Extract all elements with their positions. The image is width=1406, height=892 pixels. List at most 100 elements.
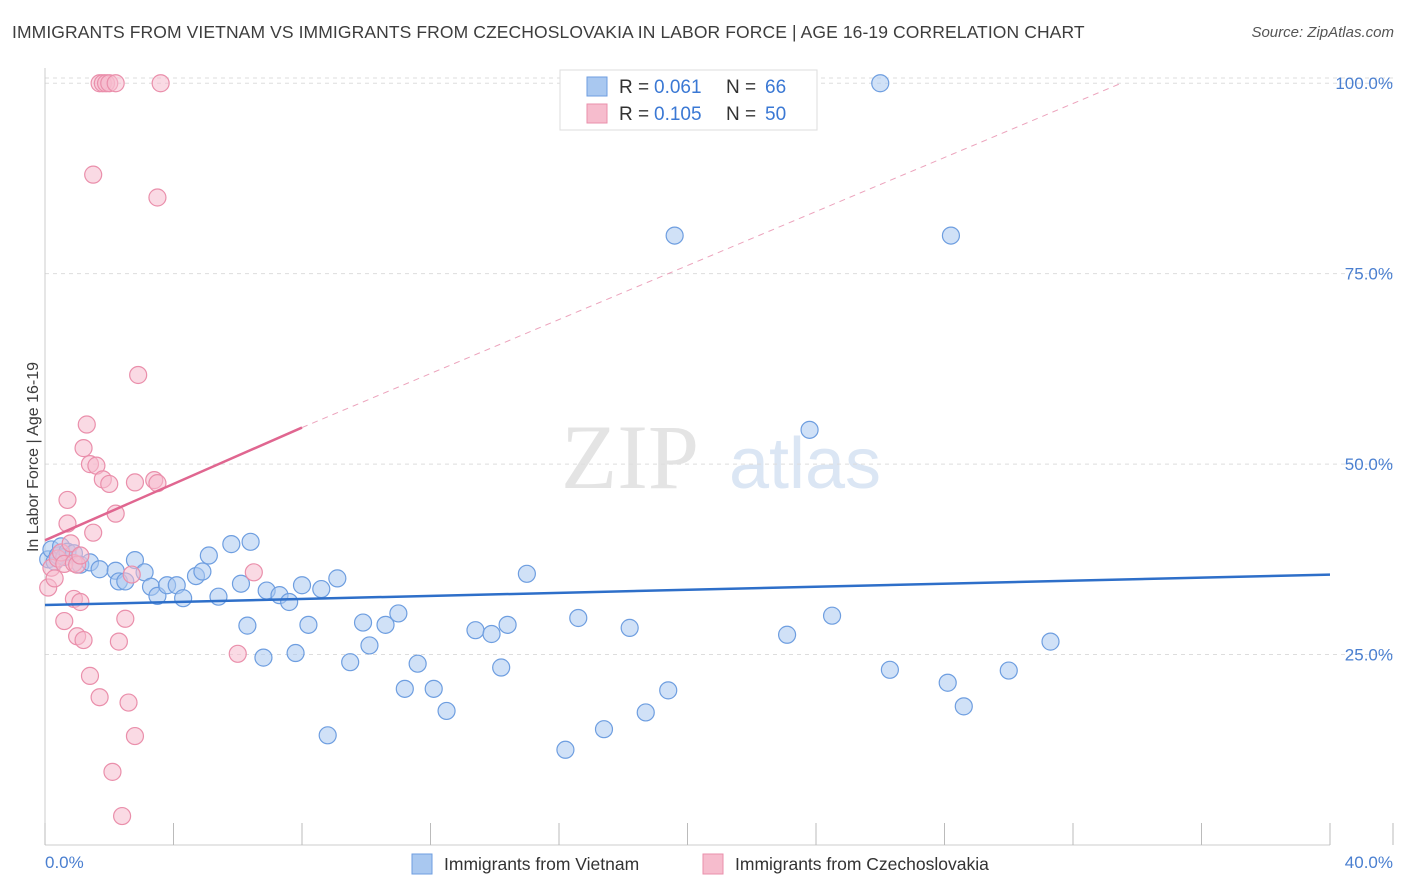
point-vietnam-32 <box>280 592 299 612</box>
point-czech-38 <box>122 565 141 584</box>
source-label: Source: ZipAtlas.com <box>1251 24 1394 41</box>
point-czech-46 <box>228 644 247 663</box>
point-czech-24 <box>90 688 109 707</box>
point-vietnam-44 <box>395 679 414 698</box>
point-czech-33 <box>106 74 125 93</box>
legend-swatch-vietnam <box>586 76 608 97</box>
point-czech-17 <box>74 630 93 650</box>
point-vietnam-49 <box>482 624 501 644</box>
chart-title: IMMIGRANTS FROM VIETNAM VS IMMIGRANTS FR… <box>12 22 1085 42</box>
point-vietnam-22 <box>193 562 212 581</box>
point-vietnam-53 <box>556 740 575 759</box>
point-czech-9 <box>61 534 80 553</box>
y-tick-label-50: 50.0% <box>1345 455 1393 474</box>
x-tick-label-min: 0.0% <box>45 853 84 872</box>
point-vietnam-61 <box>800 420 819 439</box>
point-czech-18 <box>77 415 96 434</box>
legend-n-value-czech: 50 <box>765 104 786 125</box>
point-czech-7 <box>58 490 77 510</box>
trend-line-czech <box>44 426 303 542</box>
point-vietnam-45 <box>408 654 427 673</box>
point-vietnam-46 <box>424 679 443 698</box>
x-tick-label-max: 40.0% <box>1345 853 1393 872</box>
point-vietnam-52 <box>517 564 536 583</box>
point-vietnam-50 <box>492 658 511 677</box>
point-vietnam-36 <box>312 579 331 599</box>
point-czech-44 <box>148 188 167 207</box>
point-czech-15 <box>71 546 90 565</box>
trend-line-vietnam <box>44 573 1331 607</box>
legend-series: Immigrants from Vietnam Immigrants from … <box>411 853 989 875</box>
point-czech-35 <box>112 806 132 826</box>
legend-swatch-czech <box>586 103 608 124</box>
point-vietnam-10 <box>90 560 109 579</box>
legend-r-label-czech: R = <box>619 104 649 125</box>
legend-series-swatch-czech <box>702 853 724 875</box>
point-vietnam-67 <box>954 697 973 716</box>
y-tick-label-75: 75.0% <box>1345 265 1393 284</box>
legend-series-swatch-vietnam <box>411 853 433 875</box>
point-czech-31 <box>103 762 122 781</box>
legend-stats: R = 0.061 N = 66 R = 0.105 N = 50 <box>559 69 818 131</box>
point-czech-37 <box>119 693 138 712</box>
point-czech-39 <box>125 726 145 746</box>
point-vietnam-20 <box>174 589 193 608</box>
point-vietnam-48 <box>466 621 485 640</box>
point-vietnam-51 <box>498 615 517 634</box>
data-points <box>39 74 1060 826</box>
watermark: ZIP atlas <box>561 406 881 508</box>
point-czech-34 <box>109 632 128 651</box>
legend-series-label-czech: Immigrants from Czechoslovakia <box>735 854 989 874</box>
y-axis-title: In Labor Force | Age 16-19 <box>25 362 42 552</box>
legend-series-label-vietnam: Immigrants from Vietnam <box>444 854 639 874</box>
point-vietnam-33 <box>286 643 305 663</box>
point-vietnam-39 <box>341 653 360 672</box>
point-vietnam-41 <box>360 636 379 655</box>
legend-n-label-czech: N = <box>726 104 756 125</box>
point-vietnam-25 <box>222 535 241 554</box>
point-vietnam-35 <box>299 615 318 634</box>
point-vietnam-40 <box>353 613 373 632</box>
point-czech-14 <box>71 592 90 612</box>
trend-lines <box>44 82 1331 607</box>
point-czech-41 <box>129 365 148 385</box>
point-vietnam-43 <box>389 604 408 623</box>
point-vietnam-38 <box>328 569 347 588</box>
legend-n-label-vietnam: N = <box>726 77 756 98</box>
point-czech-21 <box>84 523 103 542</box>
legend-r-value-czech: 0.105 <box>654 104 702 125</box>
point-vietnam-56 <box>620 618 639 637</box>
point-vietnam-54 <box>569 608 588 628</box>
point-vietnam-34 <box>292 576 312 595</box>
y-tick-label-25: 25.0% <box>1345 646 1393 665</box>
point-czech-2 <box>45 569 64 588</box>
point-vietnam-58 <box>659 681 678 700</box>
point-vietnam-47 <box>437 701 456 721</box>
point-czech-22 <box>84 165 103 184</box>
point-vietnam-23 <box>199 546 218 565</box>
point-vietnam-60 <box>777 625 797 644</box>
legend-r-value-vietnam: 0.061 <box>654 77 702 98</box>
watermark-zip: ZIP <box>561 406 699 508</box>
point-vietnam-55 <box>594 720 614 739</box>
point-vietnam-59 <box>665 226 684 245</box>
point-vietnam-66 <box>941 226 961 245</box>
legend-r-label-vietnam: R = <box>619 77 649 98</box>
point-vietnam-27 <box>238 616 257 635</box>
point-czech-20 <box>80 666 100 685</box>
y-axis-labels: 25.0% 50.0% 75.0% 100.0% <box>1335 74 1393 664</box>
point-czech-6 <box>55 611 74 631</box>
trend-line-czech-extension <box>301 82 1122 429</box>
legend-n-value-vietnam: 66 <box>765 77 786 98</box>
point-vietnam-28 <box>241 532 260 551</box>
point-vietnam-26 <box>231 574 251 593</box>
x-axis-ticks <box>44 823 1394 845</box>
point-vietnam-57 <box>636 703 655 722</box>
point-vietnam-64 <box>880 660 899 679</box>
point-czech-36 <box>116 609 135 628</box>
point-czech-40 <box>125 473 145 492</box>
point-vietnam-63 <box>871 74 890 93</box>
point-czech-47 <box>244 563 263 582</box>
point-vietnam-68 <box>999 661 1018 680</box>
